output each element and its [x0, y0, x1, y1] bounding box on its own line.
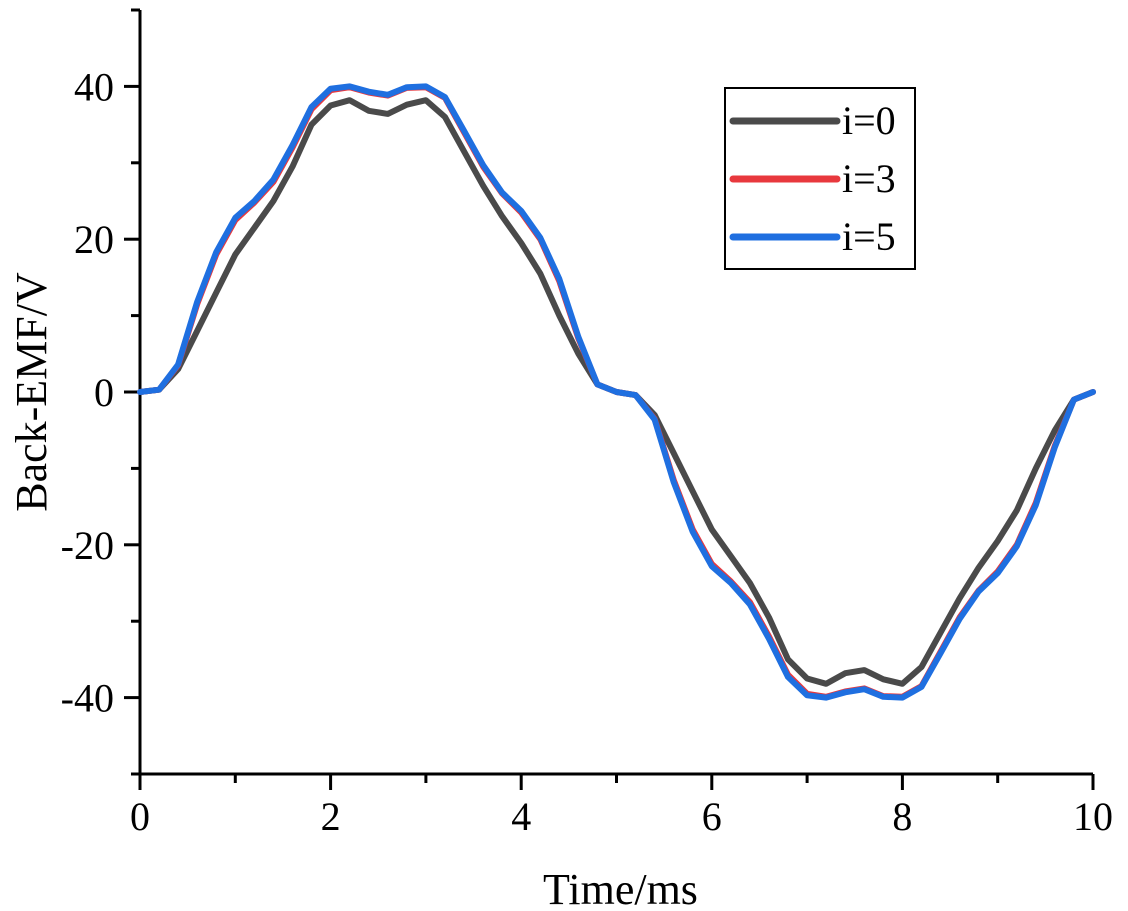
x-tick-label: 4	[511, 794, 531, 839]
legend: i=0 i=3 i=5	[724, 87, 916, 270]
x-tick-label: 0	[130, 794, 150, 839]
legend-label-i-0: i=0	[842, 98, 896, 143]
series-line-i-5	[137, 83, 1096, 701]
x-tick-label: 8	[892, 794, 912, 839]
y-tick-label: 20	[74, 217, 114, 262]
x-tick-label: 10	[1073, 794, 1113, 839]
legend-label-i-3: i=3	[842, 156, 896, 201]
y-tick-label: -40	[61, 676, 114, 721]
x-tick-label: 6	[702, 794, 722, 839]
x-tick-label: 2	[321, 794, 341, 839]
series-layer	[137, 83, 1096, 701]
y-tick-label: -20	[61, 523, 114, 568]
axes: 0 2 4 6 8 10 40 20 0 -20 -40	[61, 8, 1113, 839]
y-tick-label: 40	[74, 64, 114, 109]
x-axis-title: Time/ms	[543, 865, 698, 911]
y-tick-label: 0	[94, 370, 114, 415]
legend-label-i-5: i=5	[842, 214, 896, 259]
y-axis-title: Back-EMF/V	[7, 272, 56, 512]
